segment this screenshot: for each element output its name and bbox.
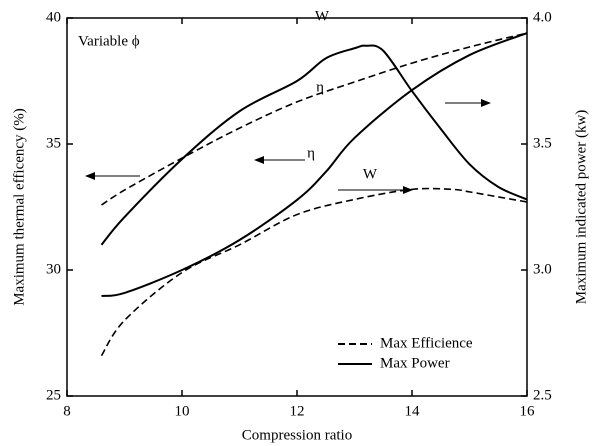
legend-label: Max Power: [380, 355, 450, 371]
x-tick-label: 8: [63, 403, 71, 419]
series-line: [100, 187, 528, 357]
annotation: W: [363, 166, 378, 182]
y2-tick-label: 3.0: [533, 261, 552, 277]
annotation: η: [316, 79, 324, 95]
y-tick-label: 25: [46, 387, 61, 403]
legend-label: Max Efficience: [380, 335, 473, 351]
annotation: η: [307, 145, 315, 161]
x-axis-label: Compression ratio: [242, 427, 352, 443]
y-tick-label: 40: [46, 9, 61, 25]
series-line: [101, 32, 528, 206]
series-line: [100, 44, 528, 246]
y-tick-label: 30: [46, 261, 61, 277]
x-tick-label: 10: [175, 403, 190, 419]
x-tick-label: 12: [290, 403, 305, 419]
x-tick-label: 16: [520, 403, 536, 419]
x-tick-label: 14: [405, 403, 421, 419]
annotation: Variable ϕ: [78, 33, 140, 49]
series-line: [101, 32, 528, 297]
y-axis-label: Maximum thermal efficency (%): [11, 108, 27, 306]
y2-tick-label: 4.0: [533, 9, 552, 25]
y2-tick-label: 2.5: [533, 387, 552, 403]
y2-tick-label: 3.5: [533, 135, 552, 151]
annotation: W: [315, 8, 330, 24]
y-tick-label: 35: [46, 135, 61, 151]
y2-axis-label: Maximum indicated power (kw): [573, 110, 589, 305]
